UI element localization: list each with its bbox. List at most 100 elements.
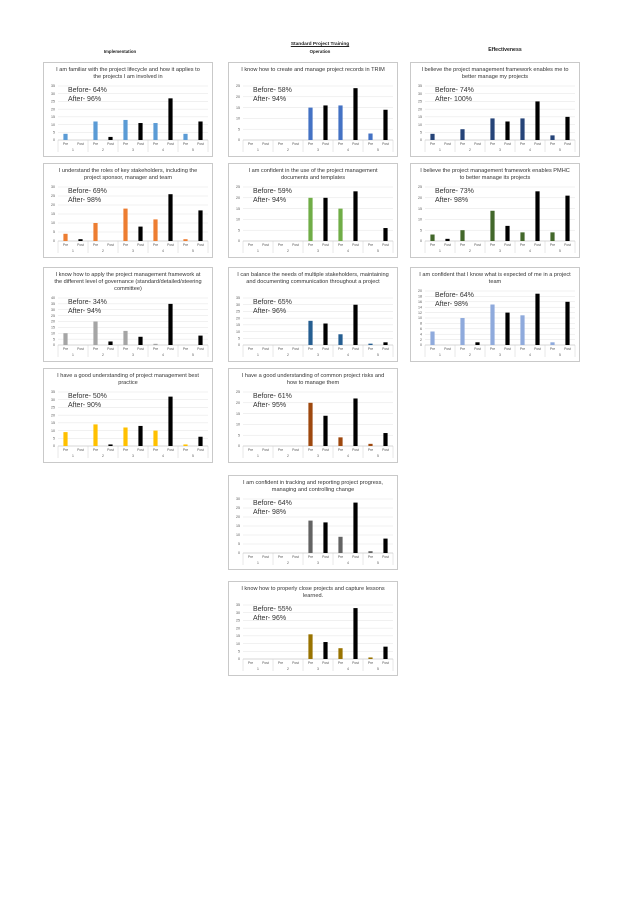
chart-panel: 0 5 10 15 20 25 30 35 Pre Post 1 Pre Post 2 Pre Post 3 Pr… [410, 62, 580, 157]
bar-category-label: Pre [368, 448, 373, 452]
bar-pre [93, 121, 98, 140]
bar-post [138, 226, 143, 241]
bar-post [108, 444, 113, 446]
bar-category-label: Pre [183, 243, 188, 247]
bar-category-label: Post [107, 347, 114, 351]
y-tick-label: 20 [236, 626, 240, 630]
y-tick-label: 30 [418, 92, 422, 96]
bar-pre [183, 239, 188, 241]
section-heading-effectiveness: Effectiveness [488, 47, 522, 53]
bar-category-label: Post [322, 661, 329, 665]
group-label: 1 [439, 148, 441, 152]
after-label: After- 96% [68, 96, 102, 103]
bar-pre [368, 551, 373, 553]
y-tick-label: 25 [418, 100, 422, 104]
before-label: Before- 69% [68, 188, 107, 195]
y-tick-label: 0 [420, 239, 422, 243]
chart-title: I know how to apply the project manageme… [54, 272, 202, 292]
group-label: 2 [102, 249, 104, 253]
group-label: 3 [317, 249, 319, 253]
bar-category-label: Post [352, 661, 359, 665]
bar-post [445, 238, 450, 241]
bar-pre [368, 133, 373, 140]
after-label: After- 98% [253, 509, 287, 516]
bar-category-label: Pre [123, 347, 128, 351]
y-tick-label: 0 [238, 138, 240, 142]
y-tick-label: 15 [236, 323, 240, 327]
before-label: Before- 64% [253, 500, 292, 507]
bar-pre [460, 230, 465, 241]
bar-category-label: Post [352, 142, 359, 146]
bar-category-label: Post [137, 347, 144, 351]
group-label: 3 [317, 148, 319, 152]
before-label: Before- 34% [68, 299, 107, 306]
y-tick-label: 25 [51, 194, 55, 198]
y-tick-label: 25 [236, 619, 240, 623]
chart-panel: 0 5 10 15 20 25 Pre Post 1 Pre Post 2 Pre Post 3 Pre Pos… [228, 368, 398, 463]
group-label: 2 [287, 454, 289, 458]
bar-post [323, 642, 328, 659]
bar-category-label: Post [444, 347, 451, 351]
bar-category-label: Pre [63, 347, 68, 351]
bar-category-label: Post [77, 243, 84, 247]
bar-category-label: Post [197, 347, 204, 351]
bar-category-label: Pre [153, 142, 158, 146]
after-label: After- 90% [68, 402, 102, 409]
group-label: 4 [347, 353, 349, 357]
y-tick-label: 5 [53, 230, 55, 234]
bar-pre [183, 133, 188, 140]
bar-category-label: Pre [550, 243, 555, 247]
group-label: 3 [317, 667, 319, 671]
group-label: 2 [469, 353, 471, 357]
group-label: 3 [132, 353, 134, 357]
bar-category-label: Post [504, 142, 511, 146]
bar-post [475, 342, 480, 345]
bar-category-label: Pre [430, 243, 435, 247]
group-label: 2 [102, 454, 104, 458]
bar-pre [123, 427, 128, 446]
after-label: After- 98% [435, 301, 469, 308]
bar-category-label: Post [474, 243, 481, 247]
chart-panel: 0 5 10 15 20 25 30 35 40 Pre Post 1 Pre Post 2 Pre Post 3… [43, 267, 213, 362]
y-tick-label: 25 [51, 406, 55, 410]
bar-category-label: Pre [460, 142, 465, 146]
bar-category-label: Pre [278, 243, 283, 247]
bar-category-label: Pre [368, 243, 373, 247]
y-tick-label: 5 [420, 130, 422, 134]
bar-category-label: Pre [550, 347, 555, 351]
bar-category-label: Post [382, 347, 389, 351]
bar-pre [123, 330, 128, 345]
bar-pre [368, 343, 373, 345]
group-label: 5 [377, 561, 379, 565]
bar-post [535, 101, 540, 140]
chart-title: I know how to create and manage project … [241, 67, 385, 73]
bar-category-label: Pre [183, 347, 188, 351]
chart-panel: 0 5 10 15 20 25 30 35 Pre Post 1 Pre Post 2 Pre Post 3 Pr… [228, 267, 398, 362]
y-tick-label: 8 [420, 322, 422, 326]
bar-post [198, 210, 203, 241]
bar-category-label: Pre [153, 243, 158, 247]
bar-category-label: Pre [308, 347, 313, 351]
bar-post [108, 341, 113, 345]
bar-category-label: Post [322, 555, 329, 559]
bar-post [535, 293, 540, 345]
after-label: After- 96% [253, 308, 287, 315]
y-tick-label: 0 [53, 239, 55, 243]
y-tick-label: 20 [51, 107, 55, 111]
bar-category-label: Pre [308, 555, 313, 559]
group-label: 1 [257, 667, 259, 671]
bar-category-label: Pre [520, 142, 525, 146]
chart-panel: 0 5 10 15 20 25 30 35 Pre Post 1 Pre Post 2 Pre Post 3 Pr… [43, 62, 213, 157]
chart-title: I have a good understanding of project m… [57, 373, 199, 386]
bar-pre [93, 321, 98, 345]
group-label: 4 [529, 353, 531, 357]
bar-category-label: Pre [153, 448, 158, 452]
bar-post [198, 121, 203, 140]
y-tick-label: 15 [51, 421, 55, 425]
bar-post [353, 304, 358, 345]
bar-post [505, 121, 510, 140]
y-tick-label: 18 [418, 295, 422, 299]
